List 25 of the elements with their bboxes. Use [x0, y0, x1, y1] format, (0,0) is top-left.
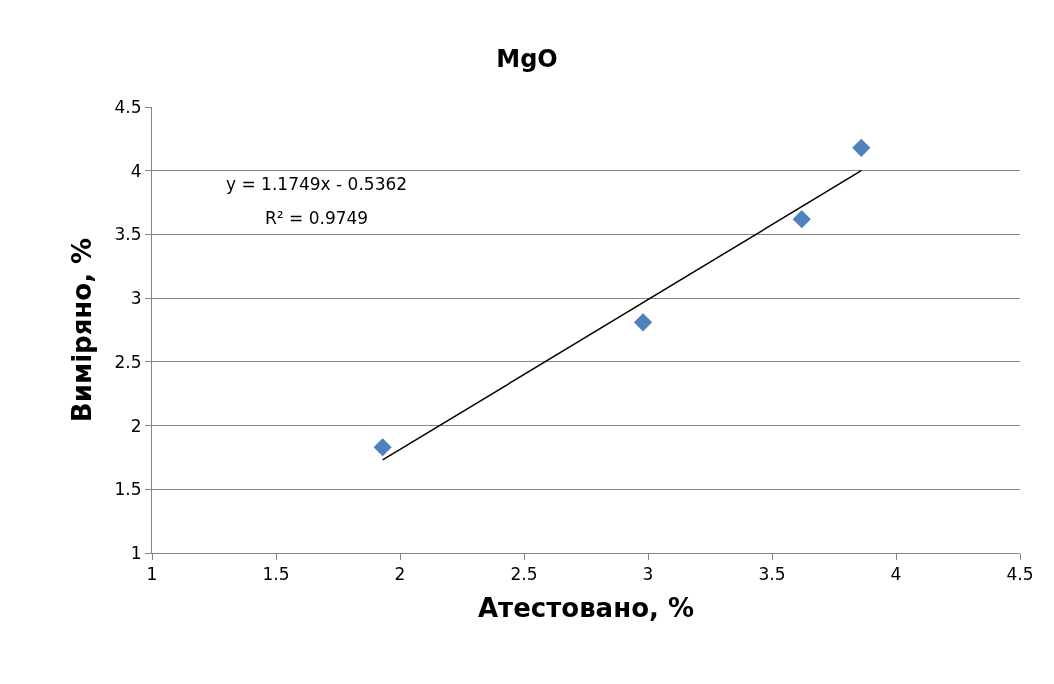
- y-tick-label: 1: [130, 542, 142, 563]
- annotation: R² = 0.9749: [265, 208, 369, 228]
- x-tick-label: 1.5: [262, 564, 290, 585]
- y-tick-label: 1.5: [114, 479, 142, 500]
- chart-title: MgO: [496, 44, 558, 73]
- y-tick-label: 3.5: [114, 224, 142, 245]
- y-tick-label: 4: [130, 160, 142, 181]
- annotation: y = 1.1749x - 0.5362: [226, 174, 408, 194]
- x-tick-label: 3: [642, 564, 654, 585]
- y-tick-label: 3: [130, 288, 142, 309]
- x-axis-title: Атестовано, %: [478, 593, 694, 624]
- x-tick-label: 4: [890, 564, 902, 585]
- point: [373, 438, 392, 457]
- x-tick-label: 2: [394, 564, 406, 585]
- x-tick-label: 2.5: [510, 564, 538, 585]
- x-tick-label: 1: [146, 564, 158, 585]
- y-tick-label: 2.5: [114, 351, 142, 372]
- y-axis-title: Виміряно, %: [66, 237, 97, 423]
- point: [633, 313, 653, 332]
- point: [852, 138, 871, 157]
- x-tick-label: 4.5: [1006, 564, 1034, 585]
- point: [792, 210, 811, 229]
- x-tick-label: 3.5: [758, 564, 786, 585]
- y-tick-label: 2: [130, 415, 142, 436]
- y-tick-label: 4.5: [114, 96, 142, 117]
